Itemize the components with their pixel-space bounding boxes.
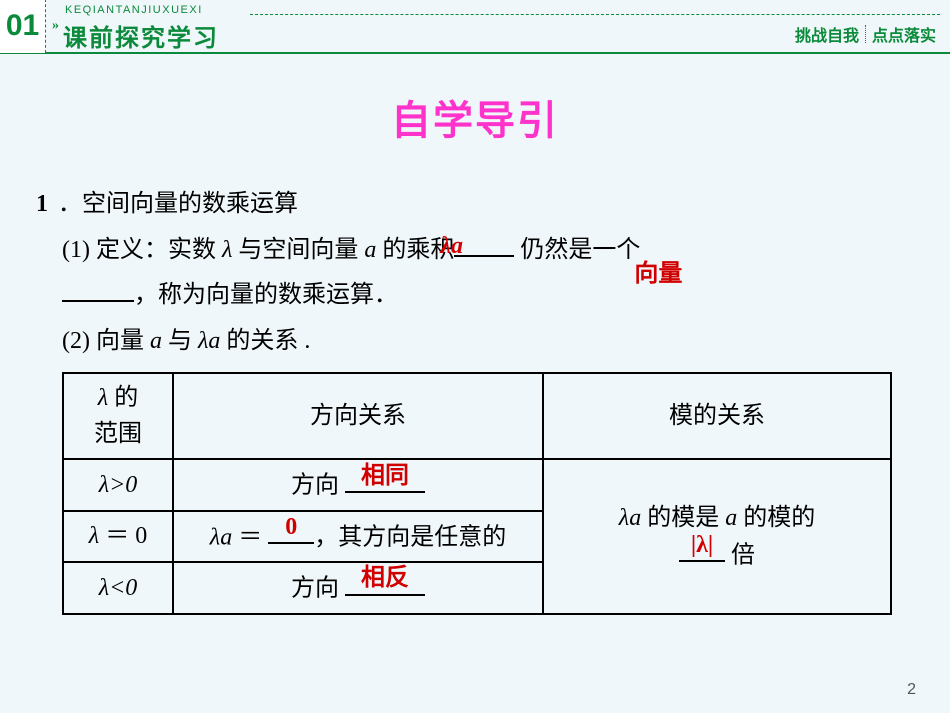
symbol-la: λa	[198, 328, 220, 354]
cell-lambda-lt0: λ<0	[63, 562, 173, 613]
blank-abs-lambda: |λ|	[679, 536, 725, 562]
section-number: 1	[36, 182, 58, 228]
p1-text-d: 仍然是一个	[514, 237, 640, 263]
th-modulus: 模的关系	[543, 373, 891, 459]
mod-text-d: 的模的	[737, 505, 815, 531]
header-right-text-1: 挑战自我	[795, 22, 859, 46]
cell-direction-any: λa ＝ 0，其方向是任意的	[173, 511, 543, 562]
blank-opposite: 相反	[345, 569, 425, 595]
th-direction: 方向关系	[173, 373, 543, 459]
fill-lambda-a: λa	[440, 224, 463, 270]
blank-1: λa	[454, 230, 514, 256]
cell-r1c2-text: 方向	[291, 473, 345, 499]
section-dot: ．	[58, 182, 82, 228]
page-title: 自学导引	[0, 88, 950, 146]
th-de: 的	[108, 385, 138, 411]
fill-vector: 向量	[634, 251, 682, 297]
blank-zero: 0	[268, 518, 314, 544]
blank-same: 相同	[345, 466, 425, 492]
relation-table: λ 的范围 方向关系 模的关系 λ>0 方向 相同 λa 的模是 a 的模的 |…	[62, 372, 892, 614]
fill-abs-lambda: |λ|	[691, 527, 713, 563]
page-header: 01 » KEQIANTANJIUXUEXI 课前探究学习 挑战自我 点点落实	[0, 0, 950, 54]
p2-text-b: 与	[162, 328, 198, 354]
section-index: 01	[0, 0, 46, 53]
cell-r2c1-l: λ	[89, 523, 99, 549]
p1-text-b: 与空间向量	[232, 237, 364, 263]
mod-text-e: 倍	[725, 542, 755, 568]
cell-r3c2-text: 方向	[291, 576, 345, 602]
p1-text-a: (1) 定义：实数	[62, 237, 222, 263]
cell-r2c2-eq: ＝	[232, 524, 268, 550]
paragraph-1: (1) 定义：实数 λ 与空间向量 a 的乘积λa 仍然是一个向量 ，称为向量的…	[62, 228, 900, 615]
th-range: λ 的范围	[63, 373, 173, 459]
symbol-a: a	[364, 237, 376, 263]
cell-direction-same: 方向 相同	[173, 459, 543, 510]
page-number: 2	[907, 681, 916, 699]
fill-opposite: 相反	[361, 560, 409, 596]
fill-same: 相同	[361, 458, 409, 494]
p2-text-c: 的关系 .	[220, 328, 310, 354]
dot-separator-icon	[865, 25, 866, 43]
cell-r1c1: λ>0	[99, 472, 138, 498]
table-row: λ>0 方向 相同 λa 的模是 a 的模的 |λ| 倍	[63, 459, 891, 510]
th-range-text: 范围	[94, 421, 142, 447]
mod-la: λa	[619, 505, 641, 531]
cell-lambda-gt0: λ>0	[63, 459, 173, 510]
mod-a: a	[725, 505, 737, 531]
cell-direction-opposite: 方向 相反	[173, 562, 543, 613]
cell-r2c1-eq: ＝ 0	[99, 523, 147, 549]
chevron-icon: »	[52, 18, 59, 34]
p1-text-e: ，称为向量的数乘运算．	[134, 282, 398, 308]
cell-lambda-eq0: λ ＝ 0	[63, 511, 173, 562]
fill-zero: 0	[285, 509, 297, 545]
content-area: 1 ． 空间向量的数乘运算 (1) 定义：实数 λ 与空间向量 a 的乘积λa …	[0, 146, 950, 615]
dashed-divider	[250, 14, 940, 15]
section-heading: 空间向量的数乘运算	[82, 182, 298, 228]
header-right: 挑战自我 点点落实	[795, 22, 936, 46]
blank-2	[62, 276, 134, 302]
cell-r2c2-text: ，其方向是任意的	[314, 524, 506, 550]
section-heading-row: 1 ． 空间向量的数乘运算	[36, 182, 900, 228]
cell-r2c2-la: λa	[210, 524, 232, 550]
symbol-lambda: λ	[222, 237, 232, 263]
p2-text-a: (2) 向量	[62, 328, 150, 354]
header-right-text-2: 点点落实	[872, 22, 936, 46]
table-header-row: λ 的范围 方向关系 模的关系	[63, 373, 891, 459]
symbol-a-2: a	[150, 328, 162, 354]
th-lambda: λ	[98, 385, 108, 411]
cell-modulus: λa 的模是 a 的模的 |λ| 倍	[543, 459, 891, 613]
cell-r3c1: λ<0	[99, 575, 138, 601]
